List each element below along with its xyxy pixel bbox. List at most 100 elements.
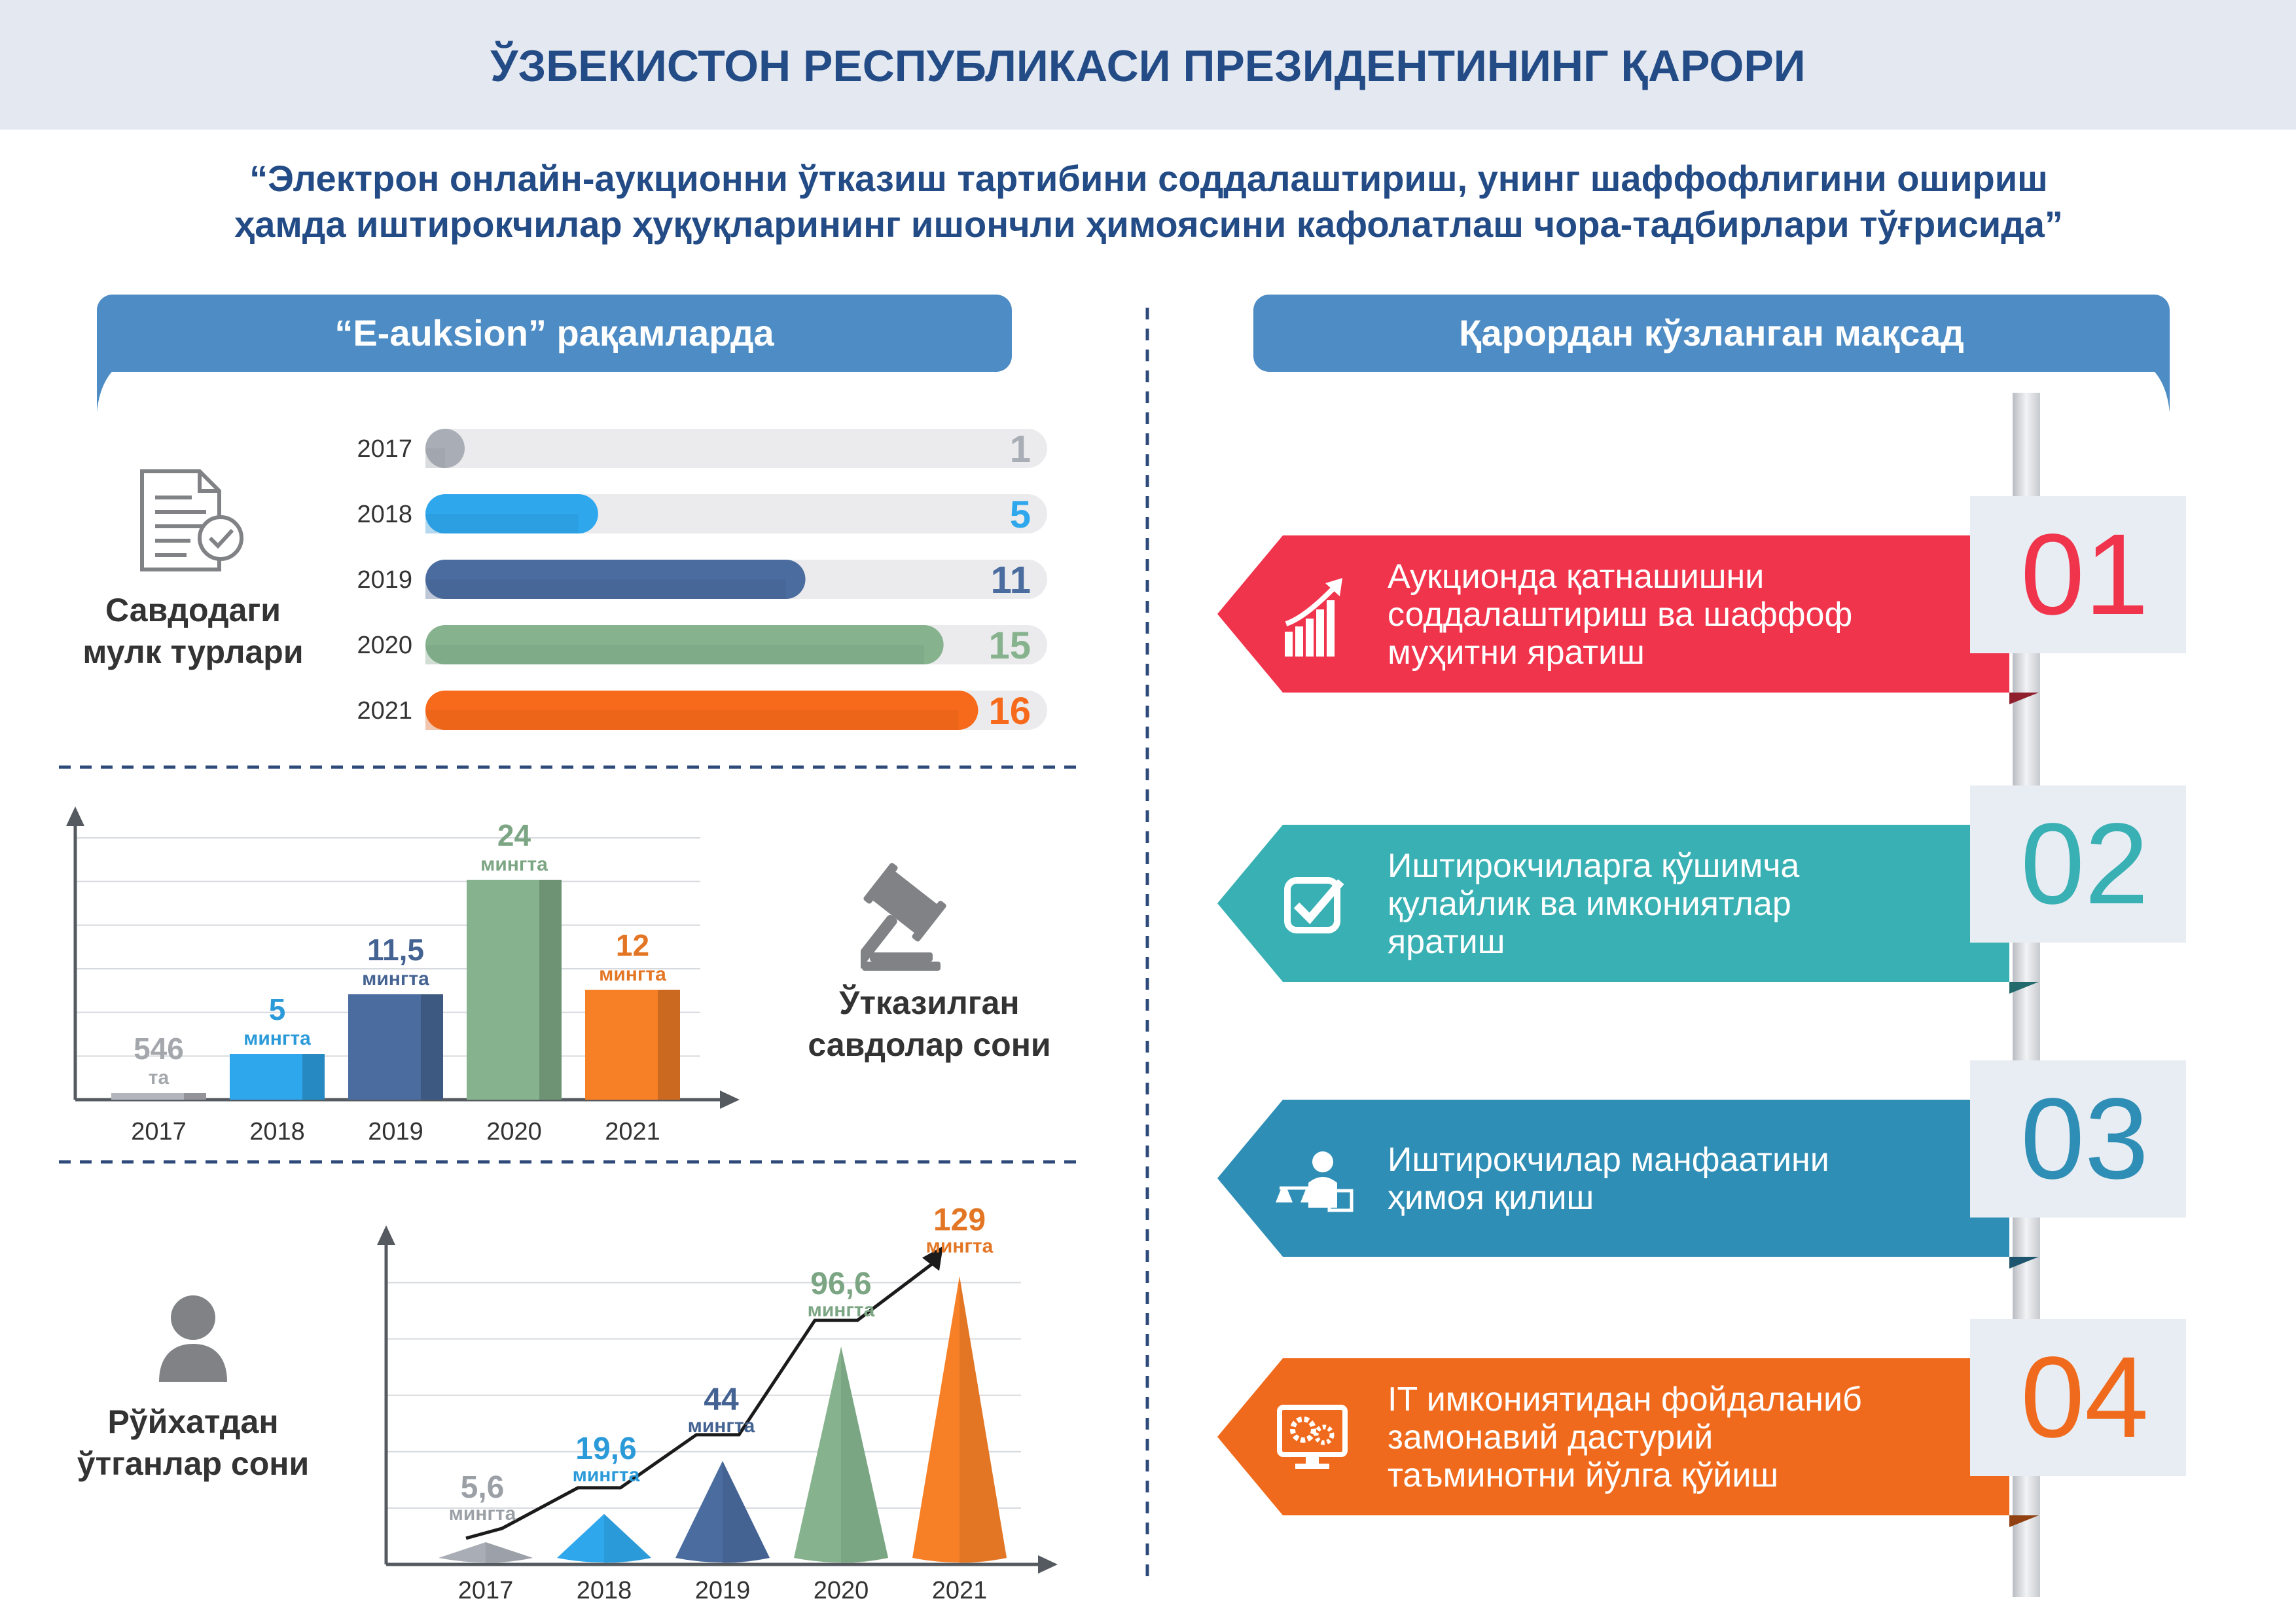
left-section-heading: “E-auksion” рақамларда [97,295,1012,412]
bar-value-label: 11 [991,559,1031,602]
document-check-icon [140,469,243,571]
bar-value-label: 546 [134,1032,184,1066]
scales-pan [1300,1189,1318,1202]
auctions-label: Ўтказилган савдолар сони [772,982,1086,1066]
year-label: 2017 [458,1577,514,1604]
bar-shade [425,514,579,533]
year-label: 2019 [368,1118,423,1146]
person-head [1312,1151,1333,1172]
growth-arrow-head [1325,578,1342,596]
monitor-base [1295,1464,1329,1469]
goal-number: 04 [2020,1333,2149,1462]
heading-fold [97,360,130,412]
bar-unit-label: та [149,1067,170,1089]
year-label: 2020 [486,1118,542,1146]
scales-pan [1276,1189,1293,1202]
goal-text-line: қулайлик ва имкониятлар [1388,885,1791,923]
year-label: 2021 [357,697,412,725]
bar-shade [425,710,959,730]
page-subtitle: “Электрон онлайн-аукционни ўтказиш тарти… [79,156,2219,247]
cone-shade [841,1346,888,1563]
year-label: 2019 [695,1577,751,1604]
user-icon [159,1295,227,1382]
auctions-chart: 546та20175мингта201811,5мингта201924минг… [66,806,740,1146]
growth-bar [1306,619,1314,657]
growth-bar [1295,626,1303,657]
ribbon-fold [2009,693,2039,704]
bar [425,429,465,468]
year-label: 2020 [814,1577,869,1604]
cone-value-label: 44 [704,1382,739,1417]
heading-tab [97,295,1012,372]
cone-value-label: 129 [933,1203,986,1238]
year-label: 2017 [131,1118,187,1146]
goal-ribbon [1217,535,2009,693]
cone-value-label: 19,6 [575,1432,636,1466]
bar-unit-label: мингта [599,964,666,985]
ribbon-fold [2009,1257,2039,1269]
year-label: 2021 [605,1118,660,1146]
goal-text-line: яратиш [1388,923,1505,961]
property-types-chart: 2017 1 2018 5 2019 11 2020 15 2021 16 [357,428,1047,732]
goal-text-line: Иштирокчиларга қўшимча [1388,847,1799,885]
goal-text-line: муҳитни яратиш [1388,634,1645,672]
header-band [0,0,2296,130]
cone-shade [960,1276,1007,1563]
label-line-2: савдолар сони [808,1026,1051,1063]
cone-unit-label: мингта [573,1464,640,1486]
cone-shade [486,1542,533,1563]
goal-number-box [1970,496,2186,653]
goal-number: 02 [2020,800,2149,928]
heading-fold [2137,360,2170,412]
bar-value-label: 16 [988,690,1031,732]
right-section-heading: Қарордан кўзланган мақсад [1253,295,2170,412]
growth-bar [1316,609,1324,657]
label-line-1: Савдодаги [105,592,281,628]
bar-value-label: 11,5 [367,933,424,967]
goal-text-line: Аукционда қатнашишни [1388,558,1764,596]
growth-bar [1285,632,1293,657]
bar-shade [184,1093,206,1100]
checkbox-icon [1284,877,1344,933]
bar-shade [425,579,786,599]
bar-shade [302,1054,325,1100]
year-label: 2019 [357,566,412,594]
trend-arrow [922,1246,943,1271]
y-axis-arrow [66,806,84,826]
goal-number: 03 [2020,1075,2149,1203]
subtitle-line-1: “Электрон онлайн-аукционни ўтказиш тарти… [249,158,2048,199]
heading-label: “E-auksion” рақамларда [334,312,774,353]
bar-value-label: 5 [1010,494,1031,536]
cone-unit-label: мингта [926,1236,994,1257]
goal-number-box [1970,1060,2186,1218]
growth-bar [1327,600,1335,657]
scales-person-icon [1276,1151,1354,1212]
growth-arrow [1285,583,1339,626]
cone-shade [723,1460,770,1563]
cone-unit-label: мингта [808,1299,875,1321]
gavel-icon [861,863,946,972]
heading-label: Қарордан кўзланган мақсад [1459,312,1964,353]
gear [1314,1424,1335,1445]
cone-unit-label: мингта [688,1415,755,1437]
heading-tab [1253,295,2170,372]
bar-value-label: 1 [1010,428,1031,471]
goal-text-line: IT имкониятидан фойдаланиб [1388,1380,1862,1418]
year-label: 2018 [577,1577,632,1604]
x-axis-arrow [1038,1555,1058,1574]
checkmark [1293,879,1344,924]
label-line-1: Рўйхатдан [107,1403,279,1440]
goal-text-line: ҳимоя қилиш [1388,1179,1594,1217]
bar-track [425,429,1047,468]
bar-shade [539,880,562,1100]
y-axis-arrow [377,1225,395,1245]
cone-value-label: 96,6 [810,1267,871,1301]
bar-shade [658,990,680,1100]
bar-value-label: 5 [269,992,286,1026]
year-label: 2018 [249,1118,305,1146]
subtitle-line-2: ҳамда иштирокчилар ҳуқуқларининг ишончли… [234,204,2063,245]
bar-unit-label: мингта [243,1028,311,1049]
goal-text-line: соддалаштириш ва шаффоф [1388,596,1852,634]
growth-chart-icon [1285,578,1342,657]
